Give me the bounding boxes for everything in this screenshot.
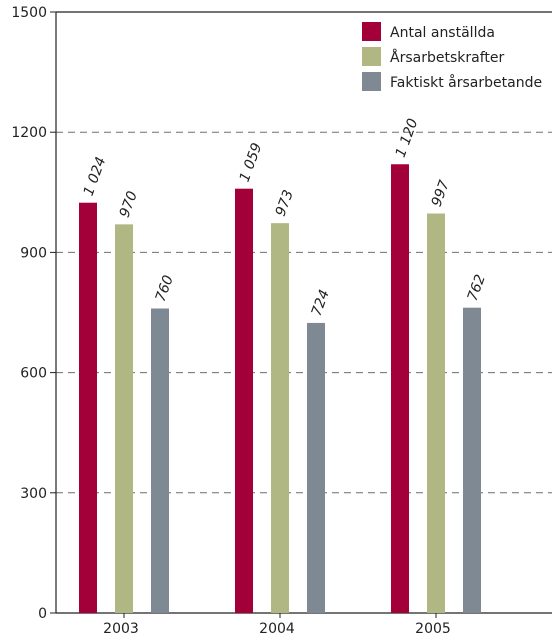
- legend-swatch-1: [362, 22, 381, 41]
- y-tick-label-1500: 1500: [11, 5, 47, 21]
- y-tick-label-600: 600: [20, 366, 47, 382]
- data-label-2005-series-2: 997: [429, 178, 453, 209]
- legend-swatch-3: [362, 72, 381, 91]
- x-tick-label-2005: 2005: [415, 621, 451, 636]
- y-tick-label-900: 900: [20, 245, 47, 261]
- y-tick-label-0: 0: [38, 606, 47, 622]
- legend-label-2: Årsarbetskrafter: [390, 49, 504, 66]
- x-tick-label-2003: 2003: [103, 621, 139, 636]
- bar-2004-series-2: [271, 223, 289, 613]
- bar-2005-series-3: [463, 307, 481, 613]
- x-axis-ticks: 2003 2004 2005: [103, 613, 451, 636]
- legend-label-1: Antal anställda: [390, 25, 495, 41]
- bar-2005-series-2: [427, 213, 445, 613]
- data-label-2005-series-3: 762: [465, 272, 489, 303]
- data-label-2003-series-3: 760: [153, 273, 177, 304]
- bar-2004-series-1: [235, 188, 253, 613]
- data-label-2005-series-1: 1 120: [393, 116, 422, 159]
- legend: Antal anställda Årsarbetskrafter Faktiskt …: [362, 22, 542, 91]
- bar-2004-series-3: [307, 322, 325, 613]
- data-label-2004-series-1: 1 059: [237, 141, 266, 184]
- data-label-2003-series-1: 1 024: [81, 155, 110, 198]
- data-label-2004-series-3: 724: [309, 288, 333, 319]
- data-label-2004-series-2: 973: [273, 188, 297, 219]
- legend-swatch-2: [362, 47, 381, 66]
- legend-label-3: Faktiskt årsarbetande: [390, 74, 542, 91]
- y-tick-label-300: 300: [20, 486, 47, 502]
- bar-2003-series-2: [115, 224, 133, 613]
- x-tick-label-2004: 2004: [259, 621, 295, 636]
- bar-2003-series-1: [79, 202, 97, 613]
- bars: [79, 164, 481, 613]
- y-tick-label-1200: 1200: [11, 125, 47, 141]
- y-axis-ticks: 0 300 600 900 1200 1500: [11, 5, 56, 622]
- bar-2005-series-1: [391, 164, 409, 613]
- bar-2003-series-3: [151, 308, 169, 613]
- data-label-2003-series-2: 970: [117, 189, 141, 220]
